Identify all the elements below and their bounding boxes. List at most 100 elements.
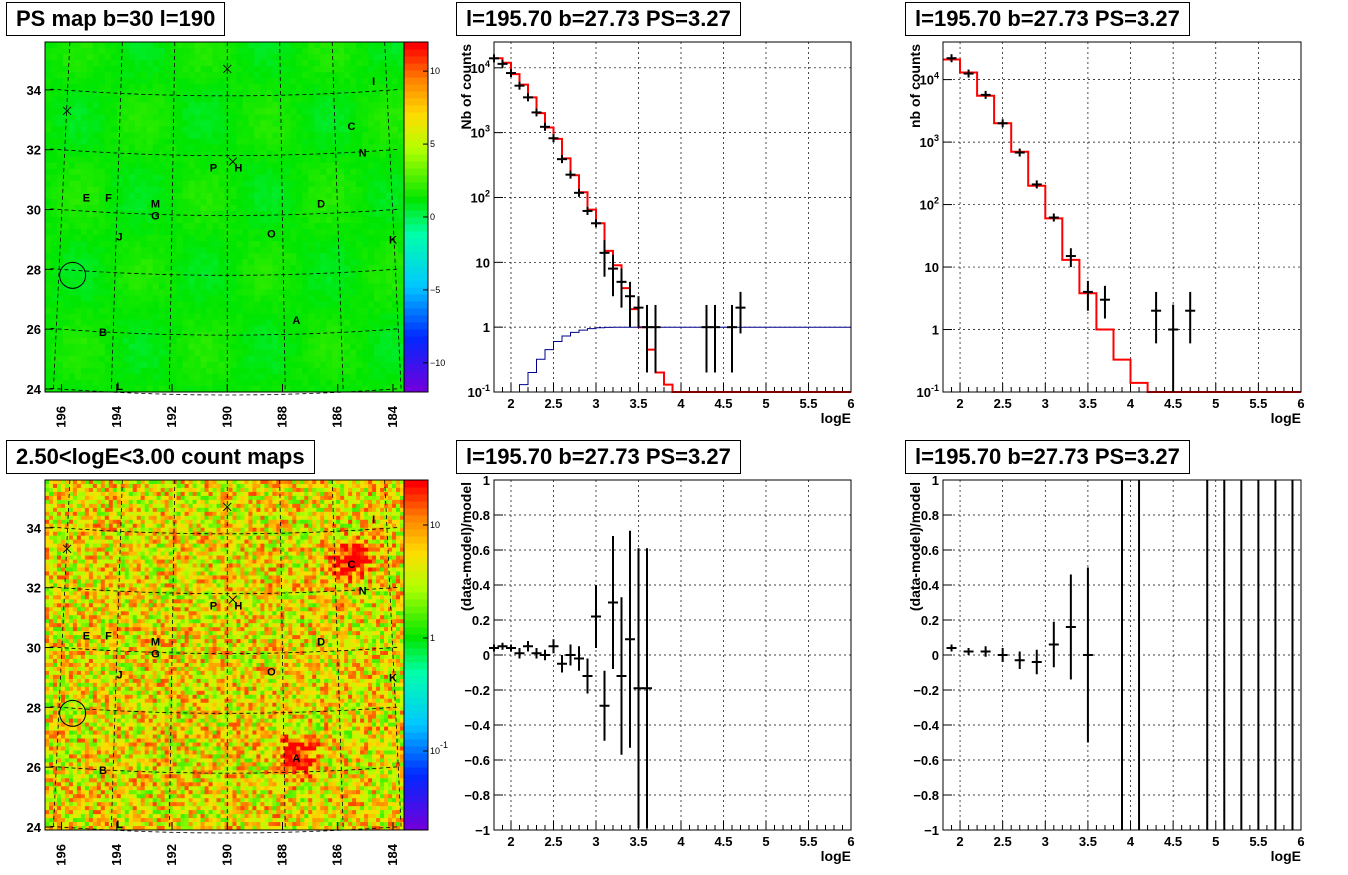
heatmap-cell: [74, 198, 82, 206]
palette-step: [404, 56, 428, 64]
heatmap-cell: [260, 325, 267, 333]
heatmap-cell: [100, 822, 106, 827]
heatmap-cell: [332, 367, 339, 375]
heatmap-cell: [122, 144, 130, 152]
heatmap-cell: [100, 547, 106, 553]
heatmap-cell: [230, 283, 237, 290]
heatmap-cell: [48, 714, 54, 720]
heatmap-cell: [392, 313, 399, 321]
heatmap-cell: [368, 168, 375, 176]
heatmap-cell: [80, 666, 86, 672]
heatmap-cell: [92, 682, 98, 688]
heatmap-cell: [45, 627, 50, 632]
heatmap-cell: [368, 126, 375, 134]
heatmap-cell: [212, 259, 220, 266]
heatmap-cell: [48, 750, 54, 755]
heatmap-cell: [218, 259, 225, 266]
heatmap-cell: [122, 289, 130, 296]
heatmap-cell: [76, 515, 82, 521]
heatmap-cell: [164, 367, 172, 375]
heatmap-cell: [62, 271, 70, 278]
heatmap-cell: [86, 379, 94, 387]
heatmap-cell: [92, 567, 98, 572]
heatmap-cell: [140, 373, 148, 381]
heatmap-cell: [164, 253, 172, 260]
heatmap-cell: [86, 174, 94, 182]
heatmap-cell: [74, 156, 82, 164]
heatmap-cell: [56, 253, 64, 260]
heatmap-cell: [92, 144, 100, 152]
heatmap-cell: [56, 180, 64, 188]
heatmap-cell: [176, 349, 184, 357]
heatmap-cell: [212, 253, 220, 260]
palette-step: [404, 371, 428, 379]
heatmap-cell: [284, 277, 291, 284]
heatmap-cell: [48, 555, 54, 561]
heatmap-cell: [100, 786, 106, 791]
heatmap-cell: [350, 223, 357, 230]
heatmap-cell: [60, 762, 66, 767]
heatmap-cell: [266, 138, 273, 146]
heatmap-cell: [356, 144, 363, 152]
heatmap-cell: [104, 738, 110, 743]
heatmap-cell: [104, 495, 110, 501]
heatmap-cell: [398, 277, 405, 284]
heatmap-cell: [320, 229, 327, 236]
heatmap-cell: [272, 217, 279, 224]
heatmap-cell: [170, 144, 178, 152]
heatmap-cell: [200, 84, 208, 91]
heatmap-cell: [100, 678, 106, 684]
heatmap-cell: [92, 547, 98, 553]
heatmap-cell: [392, 138, 399, 146]
heatmap-cell: [88, 734, 94, 740]
heatmap-cell: [74, 138, 82, 146]
heatmap-cell: [68, 746, 74, 751]
heatmap-cell: [88, 810, 94, 815]
heatmap-cell: [134, 379, 142, 387]
heatmap-cell: [60, 587, 66, 592]
heatmap-cell: [236, 265, 243, 272]
heatmap-cell: [88, 702, 94, 708]
heatmap-cell: [88, 599, 94, 604]
heatmap-cell: [48, 583, 54, 588]
heatmap-cell: [80, 726, 86, 732]
heatmap-cell: [368, 259, 375, 266]
heatmap-cell: [48, 702, 54, 708]
heatmap-cell: [104, 150, 112, 158]
heatmap-cell: [278, 84, 285, 91]
heatmap-cell: [98, 277, 106, 284]
heatmap-cell: [356, 42, 363, 49]
heatmap-cell: [242, 349, 249, 357]
heatmap-cell: [45, 611, 50, 616]
heatmap-cell: [218, 283, 225, 290]
heatmap-cell: [80, 480, 86, 485]
heatmap-cell: [92, 607, 98, 612]
heatmap-cell: [48, 603, 54, 608]
heatmap-cell: [80, 491, 86, 497]
heatmap-cell: [68, 192, 76, 200]
heatmap-cell: [320, 54, 327, 61]
heatmap-cell: [104, 72, 112, 79]
heatmap-cell: [56, 543, 62, 549]
heatmap-cell: [86, 343, 94, 351]
heatmap-cell: [242, 138, 249, 146]
heatmap-cell: [284, 343, 291, 351]
heatmap-cell: [374, 192, 381, 200]
graticule-latitude-line: [50, 88, 399, 97]
heatmap-cell: [242, 325, 249, 333]
heatmap-cell: [362, 66, 369, 73]
heatmap-cell: [182, 313, 190, 321]
heatmap-cell: [140, 204, 148, 212]
heatmap-cell: [100, 571, 106, 576]
heatmap-cell: [320, 108, 327, 115]
heatmap-cell: [68, 138, 76, 146]
heatmap-cell: [206, 253, 214, 260]
heatmap-cell: [368, 96, 375, 103]
heatmap-cell: [72, 734, 78, 740]
heatmap-cell: [182, 259, 190, 266]
heatmap-cell: [68, 806, 74, 811]
heatmap-cell: [380, 373, 387, 381]
heatmap-cell: [224, 180, 231, 188]
heatmap-cell: [60, 603, 66, 608]
heatmap-cell: [350, 367, 357, 375]
